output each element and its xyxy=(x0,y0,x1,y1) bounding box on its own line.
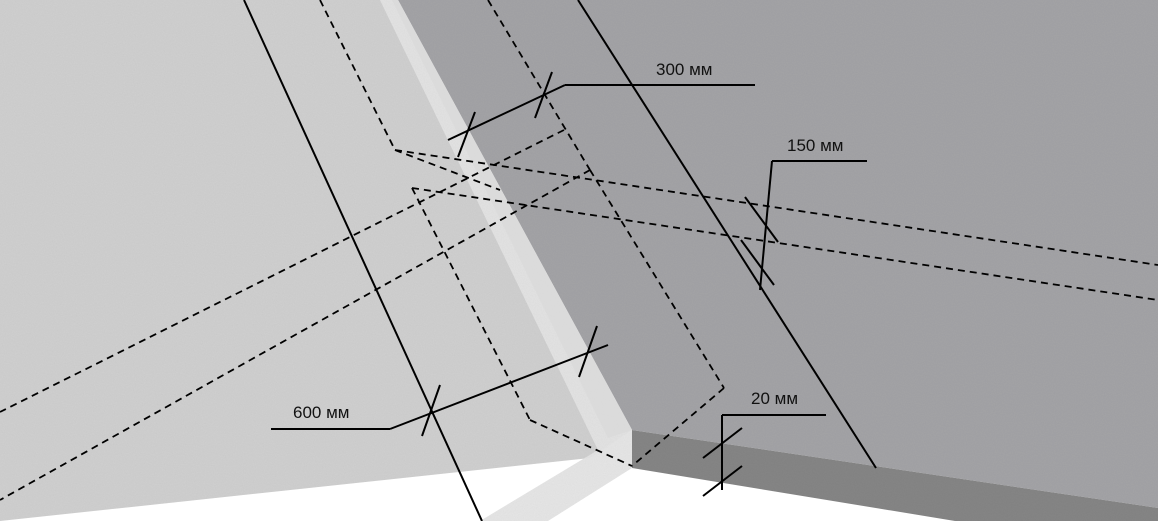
dashed-line-steep-4 xyxy=(589,169,725,389)
dashed-line-lower-left-2 xyxy=(0,169,591,501)
dashed-line-long-2 xyxy=(411,187,1158,301)
dashed-line-lower-left-1 xyxy=(0,129,565,413)
dimension-20-tick-1 xyxy=(702,427,743,459)
dashed-line-long-1 xyxy=(394,149,1158,266)
light-board-edge-highlight xyxy=(392,0,632,438)
dimension-300-label: 300 мм xyxy=(656,60,712,79)
dimension-150-tick-2 xyxy=(740,239,775,286)
dashed-line-steep-1 xyxy=(319,0,396,151)
dimension-20: 20 мм xyxy=(702,389,826,497)
dimension-300: 300 мм xyxy=(447,60,755,158)
dimension-600-label: 600 мм xyxy=(293,403,349,422)
dashed-line-steep-6 xyxy=(529,419,633,467)
dimension-300-tick-2 xyxy=(534,71,553,119)
dark-board-top-face xyxy=(398,0,1158,508)
solid-line-left xyxy=(243,0,483,521)
dark-board-edge-face xyxy=(632,430,1158,521)
light-board-edge-face xyxy=(380,0,632,521)
dimension-150-tick-1 xyxy=(744,196,779,243)
dashed-line-steep-7 xyxy=(631,387,725,467)
dimension-600: 600 мм xyxy=(271,325,609,437)
dashed-line-steep-2 xyxy=(394,149,501,191)
dimension-150: 150 мм xyxy=(740,136,867,291)
dimension-300-tick-1 xyxy=(457,111,476,158)
dimension-20-tick-2 xyxy=(702,465,743,497)
dashed-line-steep-5 xyxy=(411,187,531,421)
dimension-150-label: 150 мм xyxy=(787,136,843,155)
dashed-line-steep-3 xyxy=(487,0,591,171)
dimension-20-label: 20 мм xyxy=(751,389,798,408)
dimension-600-measure-line xyxy=(389,344,609,430)
solid-line-right xyxy=(577,0,877,469)
dimension-600-tick-2 xyxy=(578,325,598,378)
dimension-600-tick-1 xyxy=(421,384,441,437)
light-board-top-face xyxy=(0,0,632,521)
